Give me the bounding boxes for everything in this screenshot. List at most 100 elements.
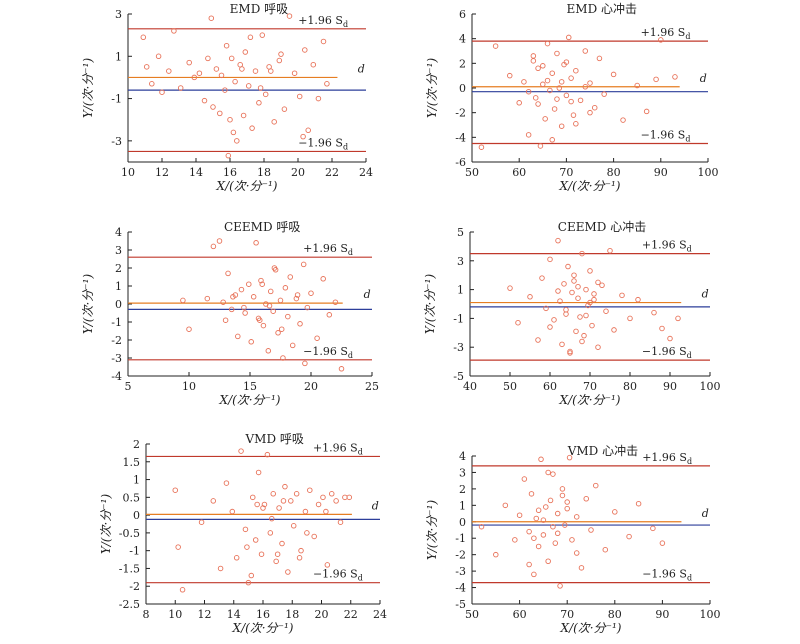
data-point bbox=[289, 342, 296, 349]
y-tick-label: 1 bbox=[133, 474, 140, 487]
lower-limit-label-sub: d bbox=[343, 142, 348, 151]
data-point bbox=[257, 317, 263, 323]
data-point bbox=[612, 509, 618, 515]
data-point bbox=[225, 152, 232, 159]
x-tick-label: 60 bbox=[512, 166, 526, 179]
data-point bbox=[563, 307, 569, 313]
data-point bbox=[547, 324, 553, 330]
y-tick-label: -1 bbox=[455, 532, 466, 545]
data-point bbox=[587, 109, 593, 116]
data-point bbox=[245, 579, 252, 586]
upper-limit-label-sub: d bbox=[358, 447, 363, 456]
data-point bbox=[328, 491, 335, 497]
x-axis-label: X/(次·分⁻¹) bbox=[559, 179, 621, 193]
data-point bbox=[554, 96, 560, 102]
y-tick-label: -4 bbox=[455, 131, 466, 144]
data-point bbox=[527, 294, 533, 300]
data-point bbox=[643, 108, 650, 115]
y-tick-label: 3 bbox=[459, 466, 466, 479]
x-tick-label: 18 bbox=[257, 166, 271, 179]
data-point bbox=[651, 309, 657, 316]
x-axis-label: X/(次·分⁻¹) bbox=[219, 393, 281, 407]
mean-bias-label: d bbox=[364, 288, 371, 301]
data-point bbox=[634, 82, 640, 89]
data-point bbox=[667, 335, 673, 342]
data-point bbox=[242, 526, 249, 533]
data-point bbox=[591, 104, 598, 111]
upper-limit-label: +1.96 Sd bbox=[642, 239, 692, 254]
data-point bbox=[305, 127, 311, 134]
data-point bbox=[591, 296, 597, 303]
data-point bbox=[545, 558, 551, 564]
data-point bbox=[577, 97, 584, 104]
x-tick-label: 25 bbox=[365, 380, 379, 393]
data-point bbox=[549, 70, 555, 76]
x-tick-label: 40 bbox=[463, 380, 477, 393]
y-tick-label: -5 bbox=[453, 370, 464, 383]
data-point bbox=[266, 303, 273, 309]
y-axis-label: Y/(次·分⁻¹) bbox=[81, 58, 95, 119]
data-point bbox=[544, 40, 551, 47]
data-point bbox=[320, 38, 327, 45]
y-tick-label: -1 bbox=[453, 312, 464, 325]
data-point bbox=[568, 75, 574, 81]
data-point bbox=[208, 15, 215, 21]
data-point bbox=[280, 498, 287, 504]
data-point bbox=[271, 119, 277, 125]
data-point bbox=[291, 70, 298, 76]
data-point bbox=[635, 296, 641, 303]
data-point bbox=[287, 274, 294, 280]
data-point bbox=[535, 507, 542, 514]
x-tick-label: 20 bbox=[315, 608, 329, 621]
data-point bbox=[554, 50, 560, 57]
lower-limit-label-text: −1.96 S bbox=[303, 345, 348, 358]
data-point bbox=[300, 133, 306, 140]
data-point bbox=[531, 571, 537, 578]
data-point bbox=[582, 84, 589, 90]
upper-limit-label-text: +1.96 S bbox=[303, 242, 348, 255]
x-tick-label: 80 bbox=[623, 380, 637, 393]
mean-bias-label: d bbox=[700, 72, 707, 85]
y-tick-label: -4 bbox=[111, 370, 122, 383]
data-point bbox=[492, 43, 499, 49]
data-point bbox=[581, 332, 587, 339]
data-point bbox=[242, 49, 249, 55]
data-point bbox=[571, 278, 577, 284]
data-point bbox=[559, 486, 566, 492]
upper-limit-label-text: +1.96 S bbox=[642, 239, 687, 252]
data-point bbox=[307, 487, 313, 493]
data-point bbox=[587, 268, 593, 274]
data-point bbox=[228, 55, 235, 62]
lower-limit-label-sub: d bbox=[685, 135, 690, 144]
y-tick-label: 0 bbox=[459, 516, 466, 529]
data-point bbox=[286, 13, 293, 19]
x-tick-label: 80 bbox=[608, 608, 622, 621]
data-point bbox=[278, 51, 284, 57]
lower-limit-label-sub: d bbox=[687, 351, 692, 360]
data-point bbox=[254, 501, 260, 508]
data-point bbox=[288, 498, 294, 504]
data-point bbox=[587, 299, 593, 306]
data-point bbox=[507, 285, 513, 291]
data-point bbox=[285, 313, 291, 320]
data-point bbox=[535, 101, 541, 107]
data-point bbox=[595, 279, 601, 286]
data-point bbox=[270, 308, 276, 314]
y-tick-label: -0.5 bbox=[119, 527, 140, 540]
mean-bias-label: d bbox=[702, 288, 709, 301]
data-point bbox=[255, 469, 262, 476]
upper-limit-label: +1.96 Sd bbox=[303, 242, 353, 257]
lower-limit-label: −1.96 Sd bbox=[303, 345, 353, 360]
data-point bbox=[575, 283, 581, 290]
data-point bbox=[602, 546, 609, 553]
x-tick-label: 24 bbox=[359, 166, 373, 179]
data-point bbox=[337, 519, 344, 525]
data-point bbox=[260, 322, 267, 329]
data-point bbox=[205, 55, 211, 62]
y-tick-label: 1 bbox=[457, 284, 464, 297]
x-tick-label: 14 bbox=[227, 608, 241, 621]
data-point bbox=[252, 68, 259, 74]
x-tick-label: 24 bbox=[373, 608, 387, 621]
data-point bbox=[577, 314, 583, 320]
upper-limit-label-sub: d bbox=[687, 245, 692, 254]
